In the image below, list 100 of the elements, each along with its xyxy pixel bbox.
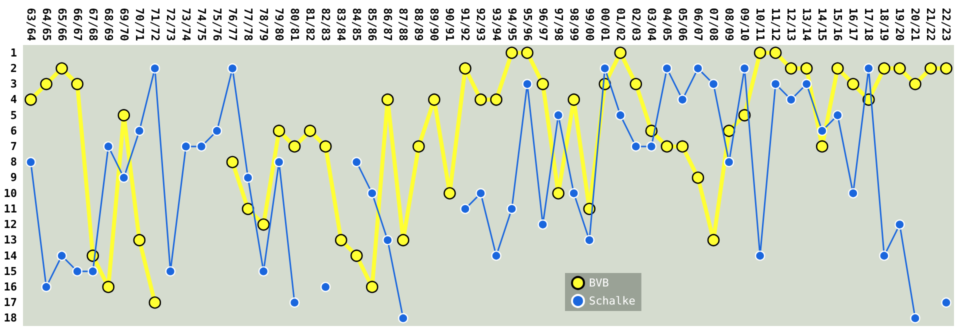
point <box>894 62 906 75</box>
point <box>522 78 532 90</box>
point <box>304 124 316 138</box>
x-tick-label: 74/75 <box>194 8 208 41</box>
point <box>133 234 146 246</box>
x-tick-label: 94/95 <box>505 8 518 41</box>
point <box>924 62 937 75</box>
point <box>692 63 704 74</box>
point <box>72 266 82 276</box>
y-tick-label: 7 <box>10 140 17 153</box>
point <box>491 250 502 261</box>
point <box>786 94 796 105</box>
y-tick-label: 14 <box>4 249 18 262</box>
point <box>150 63 160 74</box>
x-tick-label: 65/66 <box>55 8 68 42</box>
point <box>769 46 782 59</box>
point <box>894 219 905 230</box>
x-tick-label: 78/79 <box>257 8 270 41</box>
x-tick-label: 97/98 <box>552 8 565 41</box>
x-tick-label: 70/71 <box>132 8 146 42</box>
y-tick-label: 17 <box>4 296 17 310</box>
point <box>382 93 394 106</box>
point <box>118 172 129 183</box>
x-tick-label: 81/82 <box>304 8 317 41</box>
point <box>615 110 626 120</box>
x-tick-label: 90/91 <box>443 8 456 42</box>
point <box>568 188 579 198</box>
point <box>88 266 98 276</box>
point <box>940 62 952 75</box>
x-tick-label: 16/17 <box>846 8 860 41</box>
point <box>536 78 549 90</box>
point <box>474 93 487 106</box>
x-tick-label: 88/89 <box>412 8 426 41</box>
point <box>227 63 238 74</box>
point <box>367 188 378 198</box>
y-tick-label: 2 <box>10 62 17 75</box>
point <box>754 250 766 261</box>
x-tick-label: 99/00 <box>582 8 596 41</box>
x-tick-label: 17/18 <box>862 8 876 41</box>
y-tick-label: 9 <box>10 171 17 184</box>
x-tick-label: 68/69 <box>102 8 115 41</box>
point <box>196 141 207 152</box>
y-tick-label: 4 <box>10 93 18 106</box>
point <box>226 156 239 168</box>
point <box>847 78 860 90</box>
point <box>553 110 564 120</box>
x-tick-label: 92/93 <box>474 8 488 41</box>
point <box>258 266 269 276</box>
point <box>148 296 162 309</box>
point <box>538 219 548 230</box>
point <box>646 141 657 152</box>
point <box>800 62 813 75</box>
point <box>724 156 734 168</box>
x-tick-label: 77/78 <box>241 8 254 41</box>
y-tick-label: 13 <box>4 234 17 247</box>
point <box>412 140 425 153</box>
point <box>677 94 688 105</box>
x-tick-label: 12/13 <box>784 8 798 41</box>
point <box>242 172 254 183</box>
x-tick-label: 19/20 <box>893 8 906 41</box>
x-tick-label: 83/84 <box>334 8 348 42</box>
y-tick-label: 10 <box>4 186 17 200</box>
x-tick-label: 22/23 <box>940 8 953 41</box>
point <box>41 282 52 292</box>
point <box>56 250 67 261</box>
x-tick-label: 21/22 <box>924 8 938 41</box>
point <box>941 297 952 308</box>
point <box>382 235 393 246</box>
x-tick-label: 14/15 <box>816 8 829 41</box>
point <box>802 78 812 90</box>
point <box>352 156 362 168</box>
x-tick-label: 10/11 <box>754 8 767 42</box>
x-tick-label: 20/21 <box>908 8 922 42</box>
point <box>662 63 672 74</box>
x-tick-label: 13/14 <box>800 8 814 42</box>
point <box>770 78 781 90</box>
x-tick-label: 08/09 <box>722 8 736 41</box>
y-tick-label: 5 <box>10 108 17 122</box>
point <box>568 93 580 106</box>
x-tick-label: 64/65 <box>40 8 53 41</box>
point <box>118 109 130 122</box>
point <box>521 46 534 59</box>
point <box>350 250 363 262</box>
point <box>879 250 890 261</box>
point <box>102 280 114 294</box>
x-tick-label: 00/01 <box>598 8 612 42</box>
x-tick-label: 80/81 <box>288 8 302 42</box>
x-tick-label: 73/74 <box>179 8 192 42</box>
x-tick-label: 87/88 <box>396 8 410 41</box>
x-tick-label: 05/06 <box>676 8 689 42</box>
x-tick-label: 11/12 <box>769 8 782 41</box>
point <box>274 156 284 168</box>
point <box>848 188 858 198</box>
point <box>288 140 301 153</box>
y-tick-label: 15 <box>4 264 17 278</box>
x-tick-label: 93/94 <box>490 8 503 42</box>
point <box>476 188 486 198</box>
point <box>257 218 270 231</box>
point <box>692 172 704 184</box>
point <box>506 204 517 214</box>
